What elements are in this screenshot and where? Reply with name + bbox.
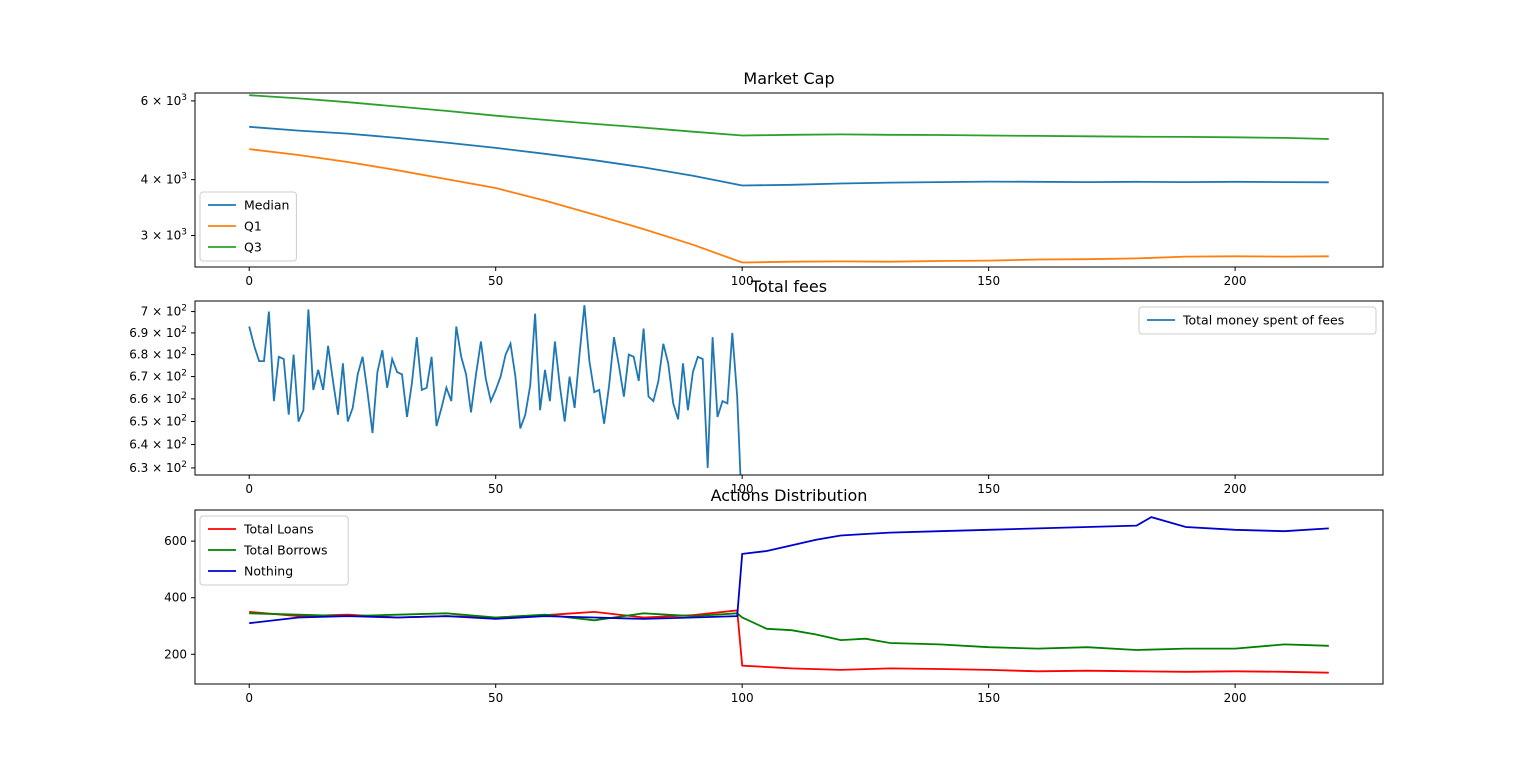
axes-frame [194,509,1384,685]
legend-box [1138,306,1377,335]
legend-entry: Median [244,198,289,213]
x-tick-label: 50 [488,274,503,288]
legend-entry: Q1 [244,219,262,234]
series-line-nothing [249,516,1329,625]
x-tick-label: 100 [731,691,754,705]
legend: Total money spent of fees [1138,306,1377,335]
x-tick-label: 0 [245,274,253,288]
legend-entry: Total money spent of fees [1182,313,1344,328]
y-tick-label: 400 [164,591,187,605]
series-line-median [249,125,1329,187]
series-line-q3 [249,94,1329,140]
subplot-1: Market Cap 0 50 100 150 200 6 × 103 4 × 103 3 × … [141,69,1384,288]
x-tick-label: 200 [1224,691,1247,705]
legend-entry: Nothing [244,564,293,579]
y-tick-label: 6.7 × 102 [129,369,187,384]
x-tick-label: 50 [488,691,503,705]
x-tick-label: 0 [245,482,253,496]
chart-title: Market Cap [743,69,834,88]
subplot-3: Actions Distribution 0 50 100 150 200 600 400 20… [164,486,1384,705]
y-tick-label: 6.8 × 102 [129,347,187,362]
legend-box [199,191,297,262]
legend-entry: Total Loans [243,522,314,537]
series-line-total-money-spent-of-fees [248,305,742,475]
x-tick-label: 100 [731,274,754,288]
y-tick-label: 7 × 102 [141,304,187,319]
series-line-total-borrows [249,612,1329,651]
chart-title: Actions Distribution [711,486,868,505]
y-tick-label: 6.4 × 102 [129,437,187,452]
y-tick-label: 3 × 103 [141,227,187,242]
x-tick-label: 150 [977,691,1000,705]
legend: Total Loans Total Borrows Nothing [199,515,349,586]
x-tick-label: 200 [1224,274,1247,288]
x-tick-label: 50 [488,482,503,496]
x-tick-label: 200 [1224,482,1247,496]
x-tick-label: 100 [731,482,754,496]
chart-title: Total fees [750,277,827,296]
subplot-2: Total fees 0 50 100 150 200 7 × 102 6.9 × 102 6.… [129,277,1384,496]
legend: Median Q1 Q3 [199,191,297,262]
legend-box [199,515,349,586]
series-line-total-loans [249,609,1329,674]
y-tick-label: 6.9 × 102 [129,325,187,340]
axes-frame [194,92,1384,268]
x-tick-label: 150 [977,482,1000,496]
series-line-q1 [249,148,1329,264]
axes-frame [194,300,1384,476]
y-tick-label: 6.5 × 102 [129,414,187,429]
x-tick-label: 150 [977,274,1000,288]
y-tick-label: 6.6 × 102 [129,391,187,406]
y-tick-label: 6.3 × 102 [129,460,187,475]
y-tick-label: 6 × 103 [141,93,187,108]
y-tick-label: 600 [164,534,187,548]
legend-entry: Total Borrows [243,543,328,558]
x-tick-label: 0 [245,691,253,705]
y-tick-label: 200 [164,647,187,661]
legend-entry: Q3 [244,240,262,255]
y-tick-label: 4 × 103 [141,172,187,187]
